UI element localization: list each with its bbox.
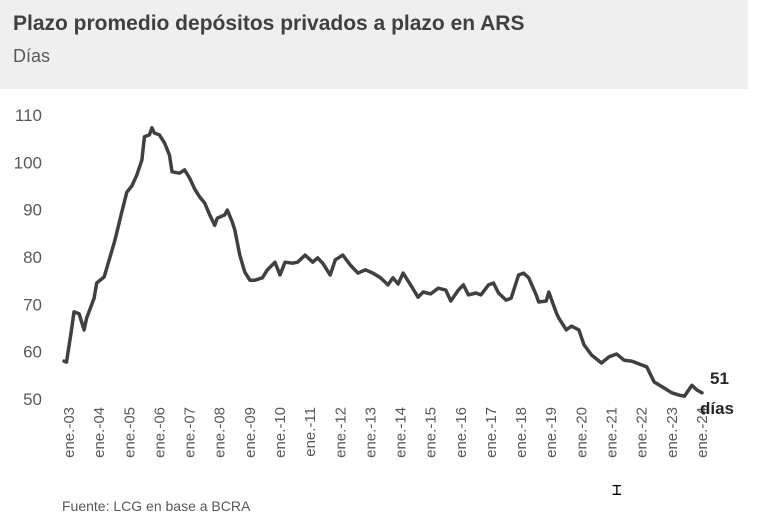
y-tick-label: 90 xyxy=(23,201,42,220)
x-tick-label: ene.-17 xyxy=(483,407,500,458)
y-tick-label: 50 xyxy=(23,390,42,409)
source-note: Fuente: LCG en base a BCRA xyxy=(62,498,251,514)
x-tick-label: ene.-16 xyxy=(453,407,470,458)
x-tick-label: ene.-05 xyxy=(121,407,138,458)
y-tick-label: 100 xyxy=(14,153,42,172)
x-tick-label: ene.-04 xyxy=(91,407,108,458)
end-value-label: 51 xyxy=(710,369,729,388)
y-tick-label: 70 xyxy=(23,295,42,314)
chart-title: Plazo promedio depósitos privados a plaz… xyxy=(13,12,525,35)
end-unit-label: días xyxy=(700,399,734,418)
x-tick-label: ene.-23 xyxy=(664,407,681,458)
x-tick-label: ene.-18 xyxy=(513,407,530,458)
y-tick-label: 80 xyxy=(23,248,42,267)
chart-header: Plazo promedio depósitos privados a plaz… xyxy=(0,0,748,89)
x-tick-label: ene.-21 xyxy=(604,407,621,458)
x-tick-label: ene.-14 xyxy=(393,407,410,458)
x-tick-label: ene.-11 xyxy=(302,407,319,457)
x-tick-label: ene.-09 xyxy=(242,407,259,458)
x-tick-label: ene.-03 xyxy=(61,407,78,458)
x-tick-label: ene.-08 xyxy=(212,407,229,458)
x-tick-label: ene.-22 xyxy=(634,407,651,458)
text-cursor-icon: ⌶ xyxy=(612,480,622,499)
chart-subtitle: Días xyxy=(13,46,51,66)
y-tick-label: 60 xyxy=(23,343,42,362)
x-tick-label: ene.-20 xyxy=(573,407,590,458)
x-tick-label: ene.-06 xyxy=(151,407,168,458)
x-tick-label: ene.-12 xyxy=(332,407,349,458)
x-tick-label: ene.-15 xyxy=(423,407,440,458)
x-tick-label: ene.-07 xyxy=(182,407,199,458)
x-tick-label: ene.-13 xyxy=(362,407,379,458)
x-tick-label: ene.-19 xyxy=(543,407,560,458)
x-tick-label: ene.-24 xyxy=(694,407,711,458)
x-tick-label: ene.-10 xyxy=(272,407,289,458)
y-tick-label: 110 xyxy=(15,106,42,125)
data-line xyxy=(62,126,704,398)
